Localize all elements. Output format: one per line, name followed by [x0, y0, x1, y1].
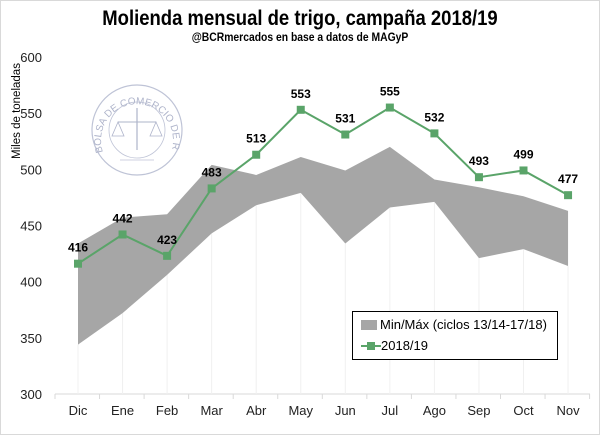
- data-point-marker: [252, 150, 261, 159]
- x-tick-label: Sep: [467, 403, 490, 418]
- data-point-marker: [118, 230, 127, 239]
- x-tick-label: Abr: [246, 403, 267, 418]
- legend: Min/Máx (ciclos 13/14-17/18) 2018/19: [352, 311, 558, 360]
- data-label: 532: [424, 110, 444, 124]
- y-tick-label: 450: [20, 219, 42, 234]
- data-point-marker: [341, 130, 350, 139]
- band-swatch-icon: [361, 319, 377, 330]
- y-tick-label: 600: [20, 50, 42, 65]
- y-tick-label: 550: [20, 106, 42, 121]
- series-line-2018-19: [77, 106, 569, 265]
- x-tick-label: Feb: [156, 403, 178, 418]
- line-marker-icon: [361, 341, 381, 350]
- data-label: 483: [202, 165, 222, 179]
- x-tick-label: Mar: [200, 403, 223, 418]
- data-point-marker: [474, 173, 483, 182]
- y-tick-label: 350: [20, 331, 42, 346]
- x-tick-label: Oct: [513, 403, 534, 418]
- chart-subtitle: @BCRmercados en base a datos de MAGyP: [191, 32, 409, 44]
- data-label: 423: [157, 233, 177, 247]
- x-tick-label: Ene: [111, 403, 134, 418]
- data-label: 477: [558, 172, 578, 186]
- data-point-marker: [519, 166, 528, 175]
- y-tick-label: 300: [20, 387, 42, 402]
- legend-label-line: 2018/19: [381, 338, 428, 353]
- data-point-marker: [564, 191, 573, 200]
- x-tick-label: Dic: [69, 403, 88, 418]
- x-tick-label: Ago: [423, 403, 446, 418]
- data-label: 442: [113, 211, 133, 225]
- data-label: 493: [469, 154, 489, 168]
- chart-title: Molienda mensual de trigo, campaña 2018/…: [102, 7, 498, 30]
- legend-label-band: Min/Máx (ciclos 13/14-17/18): [380, 317, 547, 332]
- data-label: 499: [513, 147, 533, 161]
- data-point-marker: [296, 105, 305, 114]
- x-tick-label: May: [288, 403, 313, 418]
- legend-item-line: 2018/19: [361, 338, 428, 353]
- x-tick-label: Jun: [335, 403, 356, 418]
- x-tick-label: Nov: [556, 403, 580, 418]
- data-label: 555: [380, 85, 400, 99]
- data-point-marker: [74, 259, 82, 268]
- svg-text:BOLSA DE COMERCIO DE ROSARIO: BOLSA DE COMERCIO DE ROSARIO: [0, 0, 181, 154]
- data-point-marker: [385, 103, 394, 112]
- data-point-marker: [207, 184, 216, 193]
- data-label: 553: [291, 87, 311, 101]
- min-max-band: [78, 146, 569, 345]
- data-label: 513: [246, 132, 266, 146]
- logo-text: BOLSA DE COMERCIO DE ROSARIO: [0, 0, 181, 154]
- logo-seal: BOLSA DE COMERCIO DE ROSARIO: [0, 0, 183, 176]
- legend-item-band: Min/Máx (ciclos 13/14-17/18): [361, 317, 547, 332]
- data-point-marker: [163, 251, 172, 260]
- y-tick-label: 400: [20, 275, 42, 290]
- data-point-marker: [430, 129, 439, 138]
- x-tick-label: Jul: [382, 403, 399, 418]
- data-label: 531: [335, 112, 355, 126]
- data-label: 416: [68, 241, 88, 255]
- y-tick-label: 500: [20, 162, 42, 177]
